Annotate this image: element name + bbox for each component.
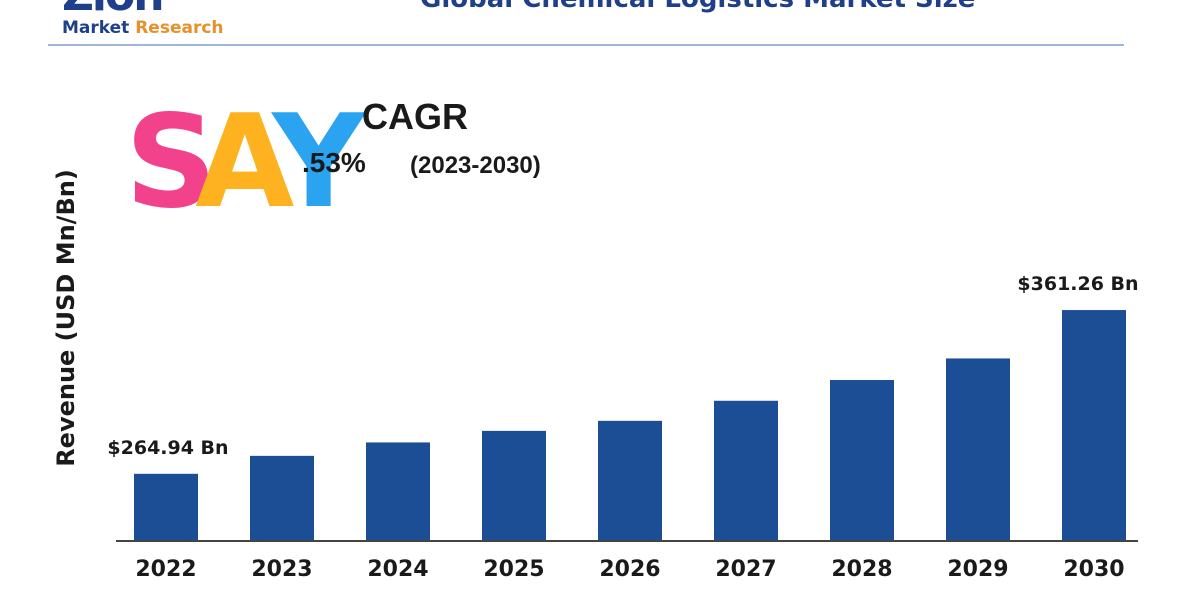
x-tick-2023: 2023: [251, 557, 312, 582]
bar-2023: [250, 455, 314, 540]
x-tick-2028: 2028: [831, 557, 892, 582]
x-tick-2027: 2027: [715, 557, 776, 582]
y-axis-label: Revenue (USD Mn/Bn): [52, 169, 80, 467]
data-label-2022: $264.94 Bn: [107, 437, 228, 459]
cagr-label: CAGR: [362, 96, 468, 137]
bar-2028: [830, 380, 894, 540]
x-tick-labels: 2022 2023 2024 2025 2026 2027 2028 2029 2030: [135, 557, 1124, 582]
x-tick-2022: 2022: [135, 557, 196, 582]
logo-subtitle-research: Research: [135, 18, 224, 38]
bar-2030: [1062, 310, 1126, 540]
cagr-value: .53%: [302, 147, 366, 178]
logo: Zion Market Research: [62, 0, 322, 44]
bar-2024: [366, 442, 430, 540]
bar-2026: [598, 420, 662, 540]
x-tick-2025: 2025: [483, 557, 544, 582]
bar-2022: [134, 473, 198, 540]
bar-2025: [482, 430, 546, 540]
header-divider: [48, 44, 1124, 46]
logo-wordmark: Zion: [62, 0, 165, 18]
x-tick-2029: 2029: [947, 557, 1008, 582]
data-labels: $264.94 Bn $361.26 Bn: [107, 273, 1138, 459]
x-tick-2030: 2030: [1063, 557, 1124, 582]
say-letter-a: A: [195, 88, 294, 237]
bars-group: [134, 310, 1126, 540]
bar-2027: [714, 400, 778, 540]
chart-title: Global Chemical Logistics Market Size: [420, 0, 975, 14]
cagr-period: (2023-2030): [410, 152, 541, 179]
x-tick-2026: 2026: [599, 557, 660, 582]
say-letter-s: S: [125, 88, 217, 237]
logo-subtitle-market: Market: [62, 18, 136, 38]
bar-2029: [946, 358, 1010, 540]
x-tick-2024: 2024: [367, 557, 428, 582]
logo-subtitle: Market Research: [62, 18, 224, 38]
data-label-2030: $361.26 Bn: [1017, 273, 1138, 295]
